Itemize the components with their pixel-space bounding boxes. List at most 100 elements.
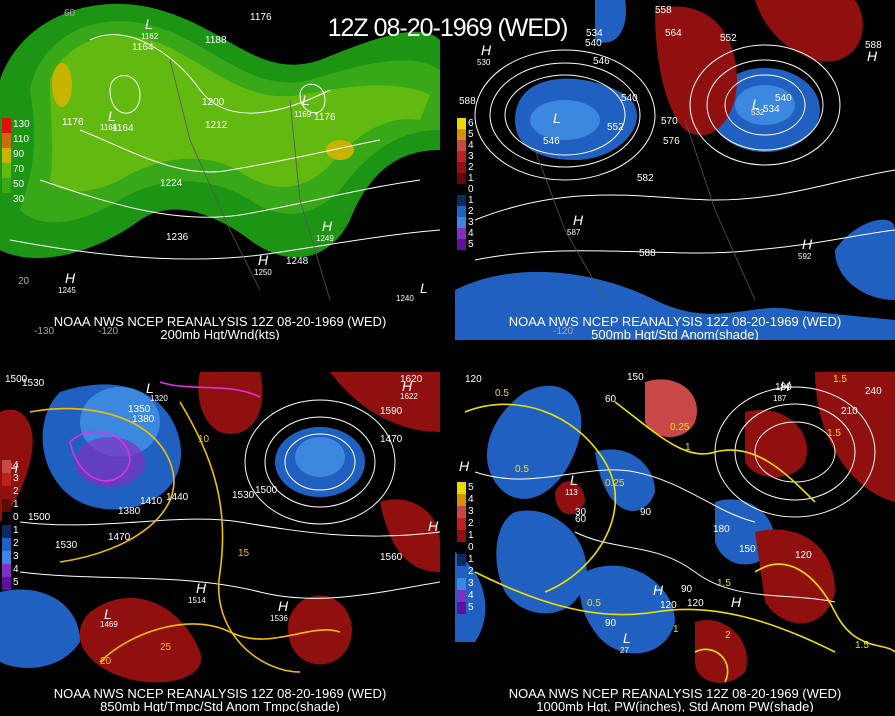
main-title: 12Z 08-20-1969 (WED)	[327, 14, 569, 42]
contour-label: 180	[713, 524, 730, 535]
pressure-value: 27	[620, 646, 629, 655]
lat-label: 20	[18, 276, 30, 287]
contour-label: 1410	[140, 496, 163, 507]
contour-label: 150	[627, 372, 644, 383]
high-center-marker: H	[65, 270, 76, 286]
pressure-value: 587	[567, 228, 581, 237]
contour-label: 60	[575, 514, 587, 525]
legend-200mb: 130 110 90 70 50 30	[2, 118, 42, 208]
pressure-value: 1162	[141, 32, 159, 41]
low-center-marker: L	[146, 380, 154, 396]
contour-label: 1188	[205, 35, 227, 46]
pressure-value: 1622	[400, 392, 418, 401]
pressure-value: 1469	[100, 620, 118, 629]
contour-label: 1176	[62, 117, 84, 128]
contour-label: 534	[763, 104, 780, 115]
pressure-value: 1536	[270, 614, 288, 623]
pressure-value: 1514	[188, 596, 206, 605]
contour-label: 552	[720, 33, 737, 44]
pw-label: 1.5	[833, 374, 847, 385]
contour-label: 582	[637, 173, 654, 184]
high-center-marker: H	[573, 212, 584, 228]
pressure-value: 1320	[150, 394, 168, 403]
temperature-label: 20	[100, 656, 112, 667]
pressure-value: 592	[798, 252, 812, 261]
contour-label: 534	[586, 28, 603, 39]
contour-label: 1350	[128, 404, 151, 415]
panel-200mb: 130 110 90 70 50 30 1176 1188 1176 1164 …	[0, 0, 440, 340]
pw-label: 1	[685, 442, 691, 453]
high-center-marker: H	[8, 460, 19, 476]
high-center-marker: H	[459, 458, 470, 474]
map-850mb	[0, 372, 440, 683]
pw-label: 0.25	[670, 422, 690, 433]
contour-label: 120	[465, 374, 482, 385]
contour-label: 1176	[314, 112, 336, 123]
panel-850mb: 4 3 2 1 0 1 2 3 4 5 1500 1530 1620 1590 …	[0, 372, 440, 712]
contour-label: 90	[640, 507, 652, 518]
legend-850mb: 4 3 2 1 0 1 2 3 4 5	[2, 460, 42, 590]
contour-label: 1380	[118, 506, 141, 517]
contour-label: 1164	[132, 42, 154, 53]
high-center-marker: H	[196, 580, 207, 596]
high-center-marker: H	[258, 252, 269, 268]
contour-label: 150	[739, 544, 756, 555]
contour-label: 1500	[255, 485, 278, 496]
lon-label: -120	[553, 326, 574, 337]
high-center-marker: H	[322, 218, 333, 234]
panel-source-caption: NOAA NWS NCEP REANALYSIS 12Z 08-20-1969 …	[53, 686, 387, 701]
low-center-marker: L	[145, 16, 153, 32]
lon-label: -120	[98, 326, 119, 337]
pressure-value: 1169	[294, 110, 312, 119]
contour-label: 60	[605, 394, 617, 405]
low-center-marker: L	[752, 96, 760, 112]
high-center-marker: H	[653, 582, 664, 598]
contour-label: 240	[865, 386, 882, 397]
high-center-marker: H	[428, 518, 439, 534]
contour-label: 1470	[380, 434, 403, 445]
contour-label: 546	[593, 56, 610, 67]
contour-label: 1440	[166, 492, 189, 503]
high-center-marker: H	[402, 378, 413, 394]
legend-500mb: 6 5 4 3 2 1 0 1 2 3 4 5	[457, 118, 497, 250]
contour-label: 1530	[232, 490, 255, 501]
contour-label: 1500	[5, 374, 28, 385]
high-center-marker: H	[731, 594, 742, 610]
panel-field-caption: 500mb Hgt/Std Anom(shade)	[591, 327, 759, 340]
pressure-value: 1250	[254, 268, 272, 277]
contour-label: 1212	[205, 120, 228, 131]
temperature-label: 10	[198, 434, 210, 445]
panel-field-caption: 850mb Hgt/Tmpc/Std Anom Tmpc(shade)	[100, 699, 340, 712]
contour-label: 576	[663, 136, 680, 147]
panel-source-caption: NOAA NWS NCEP REANALYSIS 12Z 08-20-1969 …	[508, 686, 842, 701]
contour-label: 1176	[250, 12, 272, 23]
map-200mb	[0, 3, 440, 301]
contour-label: 1200	[202, 97, 225, 108]
temperature-label: 25	[160, 642, 172, 653]
contour-label: 588	[639, 248, 656, 259]
contour-label: 570	[661, 116, 678, 127]
contour-label: 1530	[55, 540, 78, 551]
lat-label: 60	[64, 8, 76, 19]
pw-label: 1.5	[827, 428, 841, 439]
panel-field-caption: 200mb Hgt/Wnd(kts)	[160, 327, 280, 340]
low-center-marker: L	[108, 108, 116, 124]
high-center-marker: H	[780, 378, 791, 394]
low-center-marker: L	[623, 630, 631, 646]
panel-field-caption: 1000mb Hgt, PW(inches), Std Anom PW(shad…	[536, 699, 814, 712]
contour-label: 1224	[160, 178, 183, 189]
panel-500mb: 6 5 4 3 2 1 0 1 2 3 4 5 558 564 552 546 …	[455, 0, 895, 340]
contour-label: 1560	[380, 552, 403, 563]
high-center-marker: H	[481, 42, 492, 58]
contour-label: 30	[575, 507, 587, 518]
high-center-marker: H	[278, 598, 289, 614]
pw-label: 1.5	[717, 578, 731, 589]
contour-label: 210	[841, 406, 858, 417]
contour-label: 120	[795, 550, 812, 561]
contour-label: 552	[607, 122, 624, 133]
low-center-marker: L	[570, 472, 578, 488]
pw-label: 1	[673, 624, 679, 635]
map-500mb	[455, 0, 895, 340]
pressure-value: 1240	[396, 294, 414, 303]
